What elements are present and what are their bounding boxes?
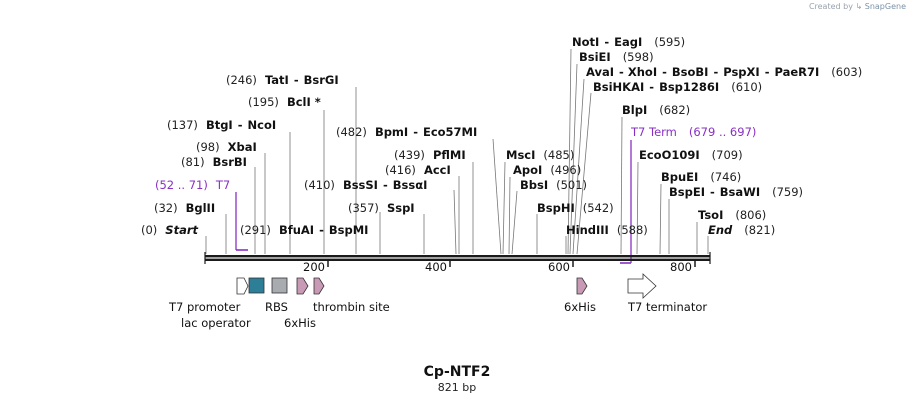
site-bspei[interactable]: BspEI - BsaWI (759) [669, 185, 803, 199]
site-blpi[interactable]: BlpI (682) [622, 103, 690, 117]
site-start[interactable]: (0) Start [141, 223, 199, 237]
site-bpmi[interactable]: (482) BpmI - Eco57MI [336, 125, 477, 139]
site-bglii[interactable]: (32) BglII [154, 201, 215, 215]
feature-6xhis-left[interactable] [296, 277, 309, 295]
plasmid-length: 821 bp [437, 381, 477, 394]
site-apoi[interactable]: ApoI (496) [513, 163, 581, 177]
site-bsrbi[interactable]: (81) BsrBI [181, 155, 247, 169]
site-noti[interactable]: NotI - EagI (595) [572, 35, 685, 49]
site-pflmi[interactable]: (439) PflMI [394, 148, 466, 162]
tick-label-800: 800 [670, 260, 692, 274]
site-bfuai[interactable]: (291) BfuAI - BspMI [240, 223, 368, 237]
tick-label-400: 400 [425, 260, 447, 274]
label-6xhis-right: 6xHis [564, 300, 596, 314]
label-6xhis-left: 6xHis [284, 316, 316, 330]
primer-t7-term-label[interactable]: T7 Term (679 .. 697) [630, 125, 756, 139]
primer-t7[interactable] [235, 192, 248, 251]
label-t7-terminator: T7 terminator [627, 300, 707, 314]
label-lac-operator: lac operator [181, 316, 251, 330]
site-bsphi[interactable]: BspHI (542) [537, 201, 614, 215]
site-bsssi[interactable]: (410) BssSI - BssαI [304, 178, 427, 192]
site-btgi[interactable]: (137) BtgI - NcoI [167, 118, 276, 132]
snapgene-credit: Created by ↳ SnapGene [809, 2, 906, 11]
primer-t7-label[interactable]: (52 .. 71) T7 [155, 178, 230, 192]
feature-lac-operator[interactable] [248, 277, 265, 294]
leader-lines [205, 48, 709, 255]
site-tsoi[interactable]: TsoI (806) [698, 208, 766, 222]
site-xbai[interactable]: (98) XbaI [196, 140, 257, 154]
site-bcli[interactable]: (195) BclI * [248, 95, 321, 109]
site-hindiii[interactable]: HindIII (588) [566, 223, 648, 237]
site-avai[interactable]: AvaI - XhoI - BsoBI - PspXI - PaeR7I (603) [586, 65, 862, 79]
tick-label-200: 200 [303, 260, 325, 274]
feature-rbs[interactable] [271, 277, 288, 294]
site-sspi[interactable]: (357) SspI [348, 201, 415, 215]
feature-t7-promoter[interactable] [236, 277, 249, 295]
site-ecoo109i[interactable]: EcoO109I (709) [639, 148, 743, 162]
primer-t7-term[interactable] [620, 140, 632, 264]
feature-thrombin-site[interactable] [313, 277, 325, 295]
site-tati[interactable]: (246) TatI - BsrGI [226, 73, 339, 87]
site-bsiei[interactable]: BsiEI (598) [579, 50, 654, 64]
feature-t7-terminator[interactable] [627, 273, 657, 299]
site-bsihkai[interactable]: BsiHKAI - Bsp1286I (610) [593, 80, 762, 94]
site-msci[interactable]: MscI (485) [506, 148, 574, 162]
site-bpuei[interactable]: BpuEI (746) [661, 170, 741, 184]
label-thrombin-site: thrombin site [313, 300, 390, 314]
sequence-backbone [204, 252, 711, 267]
plasmid-name: Cp-NTF2 [423, 364, 491, 380]
tick-label-600: 600 [548, 260, 570, 274]
site-acci[interactable]: (416) AccI [385, 163, 451, 177]
feature-6xhis-right[interactable] [576, 277, 588, 295]
axis-tick-labels: 200 400 600 800 [303, 260, 692, 274]
credit-brand: SnapGene [864, 2, 906, 11]
label-rbs: RBS [265, 300, 288, 314]
credit-prefix: Created by [808, 2, 853, 11]
site-end[interactable]: End (821) [708, 223, 775, 237]
snapgene-logo-icon: ↳ [855, 2, 863, 11]
label-t7-promoter: T7 promoter [168, 300, 241, 314]
site-bbsi[interactable]: BbsI (501) [520, 178, 587, 192]
